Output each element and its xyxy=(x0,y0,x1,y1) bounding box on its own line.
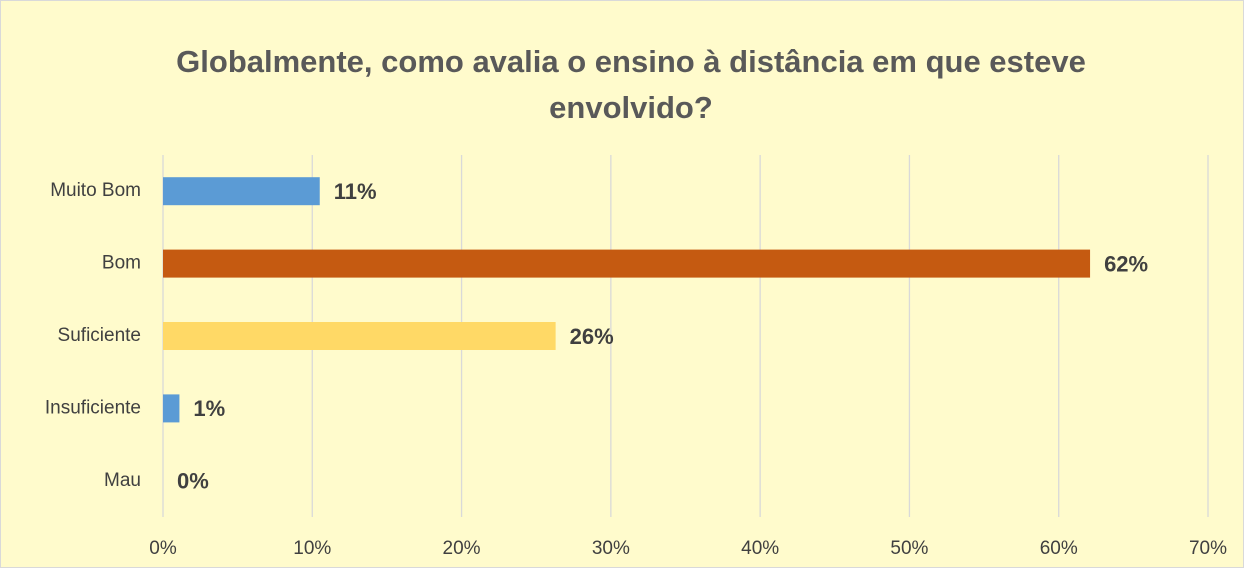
y-tick-label: Muito Bom xyxy=(50,180,141,201)
x-tick-label: 70% xyxy=(1189,538,1227,559)
y-tick-label: Suficiente xyxy=(58,325,141,346)
x-tick-label: 0% xyxy=(149,538,177,559)
y-tick-label: Bom xyxy=(102,253,141,274)
bar xyxy=(163,177,320,206)
data-label: 26% xyxy=(570,324,614,349)
x-tick-label: 60% xyxy=(1040,538,1078,559)
data-label: 11% xyxy=(334,179,377,204)
data-label: 0% xyxy=(177,469,209,494)
x-tick-label: 40% xyxy=(741,538,779,559)
data-label: 62% xyxy=(1104,251,1148,276)
x-tick-label: 30% xyxy=(592,538,630,559)
y-tick-label: Mau xyxy=(104,470,141,491)
bar xyxy=(163,394,180,423)
x-tick-label: 50% xyxy=(890,538,928,559)
x-tick-label: 10% xyxy=(293,538,331,559)
x-tick-label: 20% xyxy=(443,538,481,559)
bar xyxy=(163,322,556,350)
chart-title: Globalmente, como avalia o ensino à dist… xyxy=(176,44,1086,125)
data-label: 1% xyxy=(193,396,225,421)
bar xyxy=(163,249,1091,278)
y-tick-label: Insuficiente xyxy=(45,397,141,418)
